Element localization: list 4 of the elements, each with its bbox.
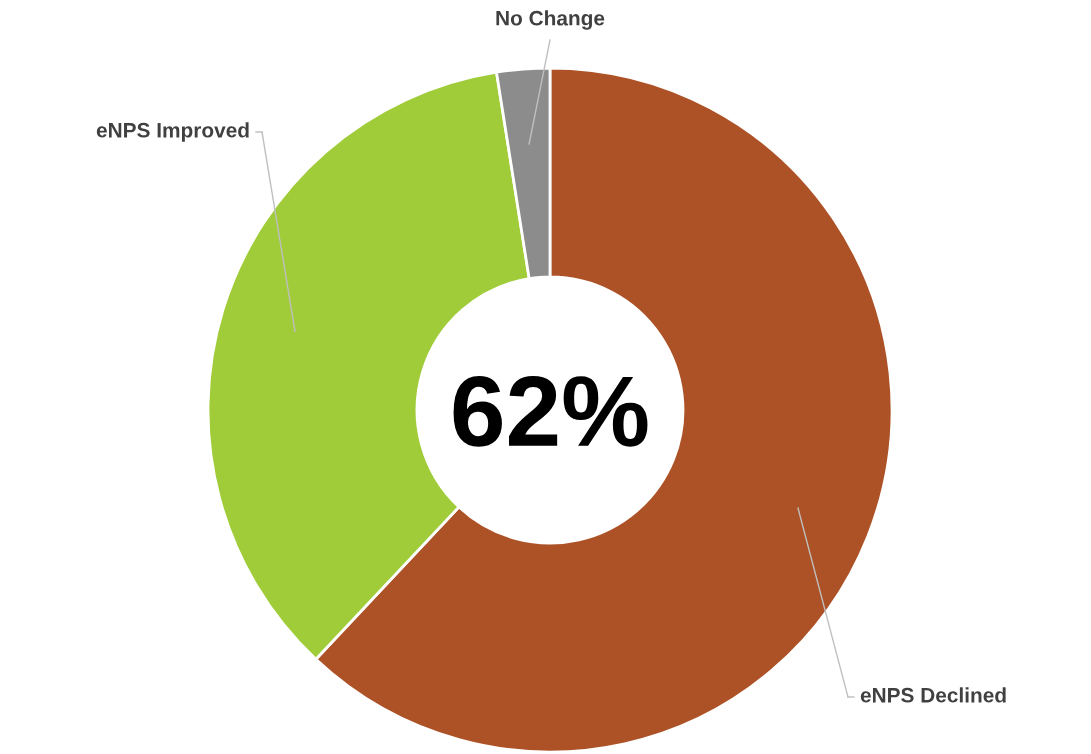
slice-label: eNPS Improved: [96, 122, 249, 142]
slice-label: No Change: [496, 10, 605, 30]
slice-label: eNPS Declined: [860, 687, 1006, 703]
text: 62%: [453, 376, 648, 447]
